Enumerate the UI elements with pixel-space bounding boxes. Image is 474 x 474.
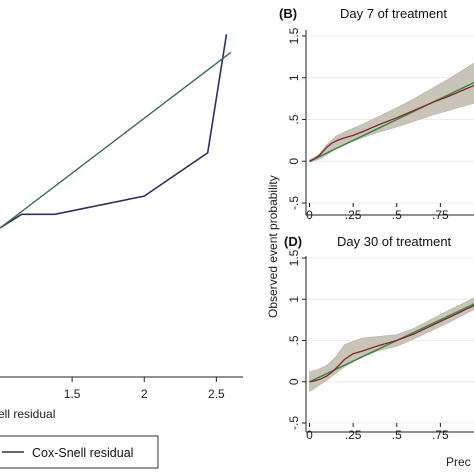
left-x-tick-label: 2.5 [208, 387, 225, 401]
left-x-axis-label: ell residual [0, 407, 55, 421]
d-y-tick-label: .5 [287, 335, 301, 345]
panel-d-y-ticks: -.5 0 .5 1 1.5 [287, 249, 306, 430]
d-confidence-band [309, 297, 474, 393]
b-confidence-band [309, 62, 474, 163]
d-y-tick-label: -.5 [287, 416, 301, 430]
panel-d-series-group [309, 297, 474, 393]
b-x-tick-label: .75 [432, 208, 449, 222]
y-axis-label: Observed event probability [266, 175, 280, 318]
panel-d-x-axis-label: Prec [446, 455, 471, 469]
d-smoothed-line [309, 304, 474, 383]
b-x-tick-label: .5 [392, 208, 402, 222]
left-series-group [0, 34, 232, 229]
panel-b-title: Day 7 of treatment [340, 6, 447, 21]
panel-d-title: Day 30 of treatment [337, 234, 452, 249]
panel-d-label: (D) [284, 234, 302, 249]
panel-d: (D) Day 30 of treatment -.5 0 .5 1 1.5 0 .25.… [284, 234, 474, 469]
left-line-cumhaz [0, 34, 228, 229]
b-x-tick-label: 0 [306, 208, 313, 222]
b-reference-line [309, 81, 474, 162]
d-x-tick-label: .5 [392, 428, 402, 442]
d-x-tick-label: 0 [306, 428, 313, 442]
left-x-tick-label: 2 [141, 387, 148, 401]
b-y-tick-label: 1 [287, 74, 301, 81]
panel-b-x-ticks: 0 .25 .5 .75 [306, 203, 449, 222]
legend-box [0, 435, 159, 469]
legend-label: Cox-Snell residual [32, 446, 133, 460]
panel-d-x-ticks: 0 .25 .5 .75 [306, 423, 449, 442]
b-y-tick-label: -.5 [287, 196, 301, 210]
d-y-tick-label: 1.5 [287, 249, 301, 266]
d-x-tick-label: .75 [432, 428, 449, 442]
left-line-reference [0, 51, 232, 229]
left-x-ticks: 1.5 2 2.5 [64, 377, 225, 401]
left-panel: 1.5 2 2.5 ell residual Cox-Snell residual [0, 0, 244, 469]
b-smoothed-line [309, 84, 474, 162]
b-y-tick-label: 1.5 [287, 27, 301, 44]
d-y-tick-label: 0 [287, 378, 301, 385]
d-y-tick-label: 1 [287, 296, 301, 303]
b-y-tick-label: .5 [287, 114, 301, 124]
legend: Cox-Snell residual [0, 435, 159, 469]
d-x-tick-label: .25 [345, 428, 362, 442]
panel-b-y-ticks: -.5 0 .5 1 1.5 [287, 27, 306, 210]
b-x-tick-label: .25 [345, 208, 362, 222]
left-plot-frame [0, 0, 244, 378]
left-x-tick-label: 1.5 [64, 387, 81, 401]
panel-b-series-group [309, 62, 474, 163]
panel-b: (B) Day 7 of treatment -.5 0 .5 1 1.5 0 .25 .5… [279, 6, 474, 222]
panel-b-label: (B) [279, 6, 297, 21]
b-y-tick-label: 0 [287, 158, 301, 165]
